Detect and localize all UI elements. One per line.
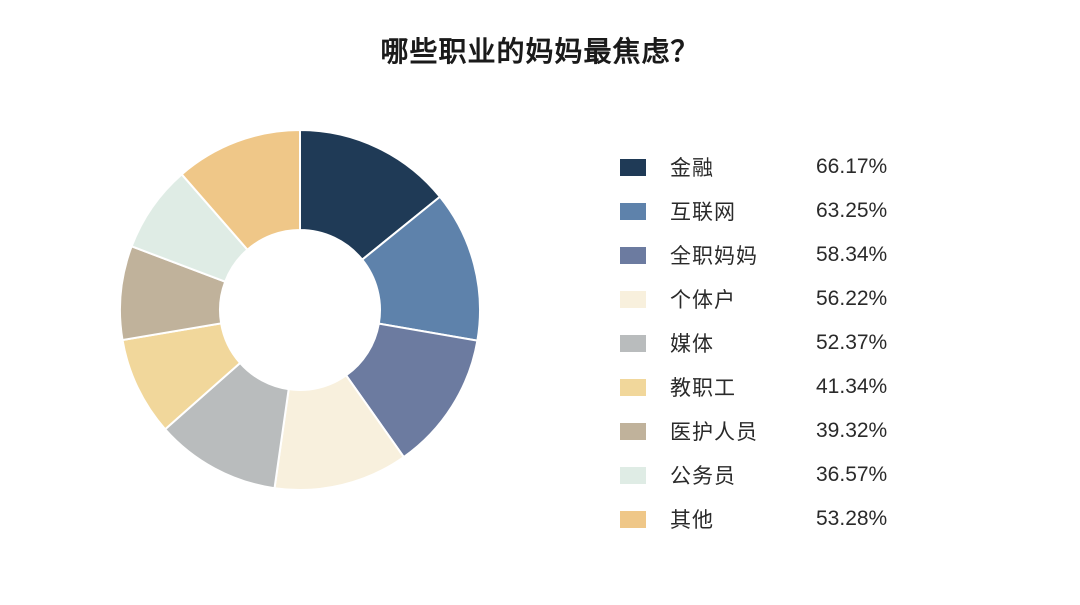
legend-row: 医护人员39.32% <box>620 409 1020 453</box>
legend-value: 41.34% <box>816 375 926 399</box>
legend-label: 媒体 <box>646 328 816 358</box>
chart-title: 哪些职业的妈妈最焦虑？ <box>0 30 1080 70</box>
legend-swatch <box>620 511 646 528</box>
legend-label: 金融 <box>646 152 816 182</box>
legend-row: 个体户56.22% <box>620 277 1020 321</box>
legend-row: 公务员36.57% <box>620 453 1020 497</box>
legend-swatch <box>620 467 646 484</box>
legend-row: 金融66.17% <box>620 145 1020 189</box>
legend-label: 教职工 <box>646 372 816 402</box>
legend-label: 医护人员 <box>646 416 816 446</box>
legend-swatch <box>620 159 646 176</box>
legend-value: 52.37% <box>816 331 926 355</box>
legend-swatch <box>620 203 646 220</box>
legend-swatch <box>620 335 646 352</box>
legend-value: 66.17% <box>816 155 926 179</box>
legend-label: 公务员 <box>646 460 816 490</box>
legend-value: 58.34% <box>816 243 926 267</box>
legend-value: 39.32% <box>816 419 926 443</box>
legend-value: 53.28% <box>816 507 926 531</box>
legend-row: 互联网63.25% <box>620 189 1020 233</box>
chart-container: 哪些职业的妈妈最焦虑？ 金融66.17%互联网63.25%全职妈妈58.34%个… <box>0 0 1080 605</box>
legend-swatch <box>620 423 646 440</box>
legend-swatch <box>620 247 646 264</box>
legend-row: 全职妈妈58.34% <box>620 233 1020 277</box>
legend-label: 其他 <box>646 504 816 534</box>
legend: 金融66.17%互联网63.25%全职妈妈58.34%个体户56.22%媒体52… <box>620 145 1020 541</box>
donut-chart <box>110 120 490 500</box>
legend-swatch <box>620 291 646 308</box>
legend-label: 互联网 <box>646 196 816 226</box>
legend-label: 个体户 <box>646 284 816 314</box>
legend-value: 36.57% <box>816 463 926 487</box>
legend-row: 教职工41.34% <box>620 365 1020 409</box>
legend-row: 媒体52.37% <box>620 321 1020 365</box>
legend-swatch <box>620 379 646 396</box>
legend-value: 56.22% <box>816 287 926 311</box>
legend-value: 63.25% <box>816 199 926 223</box>
legend-label: 全职妈妈 <box>646 240 816 270</box>
legend-row: 其他53.28% <box>620 497 1020 541</box>
